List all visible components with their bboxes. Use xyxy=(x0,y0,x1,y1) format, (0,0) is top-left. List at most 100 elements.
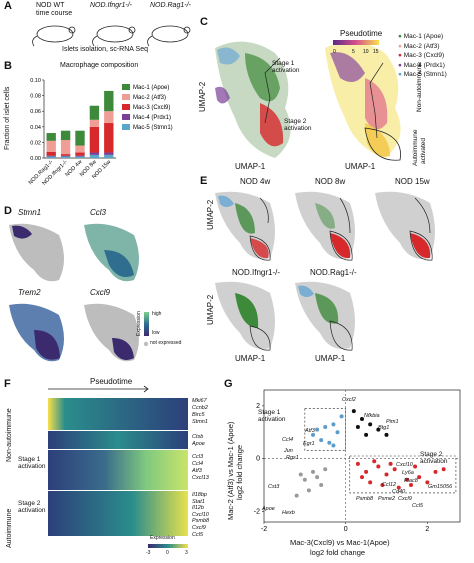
y-tick-label: 0.00 xyxy=(30,156,41,162)
panel-f-label: F xyxy=(4,378,11,390)
f-gene: Stat1 xyxy=(192,498,205,505)
scatter-point xyxy=(433,469,438,474)
x-tick-label: 0 xyxy=(344,526,348,533)
legend-label: Mac-4 (Prdx1) xyxy=(133,115,171,121)
bar-segment xyxy=(46,140,56,152)
scatter-point xyxy=(355,461,360,466)
pseudotime-title: Pseudotime xyxy=(340,29,383,38)
bar-segment xyxy=(89,126,100,153)
mouse3-label: NOD.Rag1-/- xyxy=(150,2,191,9)
scatter-point xyxy=(380,483,385,488)
process-label: Islets isolation, sc-RNA Seq xyxy=(62,46,148,53)
scatter-point xyxy=(360,417,364,422)
e-umap1-right: UMAP-1 xyxy=(315,354,346,363)
scatter-point xyxy=(311,432,315,437)
gene-cxcl9: Cxcl9 xyxy=(90,288,111,297)
y-tick-label: 0 xyxy=(256,456,260,463)
g-gene: Btg1 xyxy=(378,425,390,431)
stage2b-text: activation xyxy=(284,125,312,132)
stage2-annotation: Stage 2 activation xyxy=(284,118,311,132)
g-gene: Psme2 xyxy=(378,496,396,502)
scatter-point xyxy=(396,485,401,490)
g-gene: Ccl5 xyxy=(412,503,424,509)
mouse1-name: NOD WT xyxy=(36,2,65,9)
scatter-point xyxy=(351,409,356,414)
f-gene: Ccl3 xyxy=(192,454,204,460)
bar-segment xyxy=(46,155,56,157)
f-side-auto: Autoimmune xyxy=(6,508,13,548)
f-genes-2: Ctsb Apoe xyxy=(192,434,205,448)
legend-swatch xyxy=(122,114,130,120)
scatter-point xyxy=(355,424,360,429)
bar-segment xyxy=(60,155,71,157)
umap-pseudotime-plots: 0 5 10 15 xyxy=(215,40,401,161)
bar-segment xyxy=(104,111,114,123)
g-gene: Ccl4 xyxy=(282,437,294,443)
stage1-box xyxy=(304,408,346,452)
bar-segment xyxy=(104,154,114,158)
c-legend-item-2: ● Mac-2 (Atf3) xyxy=(398,42,440,50)
scatter-point xyxy=(441,467,446,472)
scatter-point xyxy=(404,477,409,482)
legend-label: Mac-1 (Apoe) xyxy=(133,85,169,91)
y-tick-label: 0.10 xyxy=(30,78,41,84)
g-gene: Cst3 xyxy=(268,484,280,490)
f-genes-4: Il18bp Stat1 Il12b Cxcl10 Psmb8 Cxcl9 Cc… xyxy=(192,492,209,538)
umap-timepoint-plots xyxy=(215,191,435,351)
scatter-point xyxy=(311,469,315,474)
f-stage2-text: Stage 2 xyxy=(18,500,41,507)
scatter-point xyxy=(315,475,320,480)
f-gene: Ccl4 xyxy=(192,461,204,467)
feature-plots xyxy=(9,223,149,362)
scatter-point xyxy=(413,464,418,469)
panel-a-label: A xyxy=(4,0,12,12)
f-gene: Mki67 xyxy=(192,398,207,404)
scatter-point xyxy=(417,475,422,480)
scatter-point xyxy=(323,424,328,429)
c-side-auto: Autoimmune xyxy=(412,129,419,167)
expr-high: high xyxy=(152,311,162,317)
g-stage2: Stage 2 activation xyxy=(420,451,447,465)
f-stage1-text: Stage 1 xyxy=(18,456,41,463)
expr-low: low xyxy=(152,330,160,336)
f-gene: Ccnb2 xyxy=(192,405,208,411)
g-gene: Atf3 xyxy=(305,428,315,434)
scatter-point xyxy=(315,427,320,432)
stage1-text: Stage 1 xyxy=(272,60,295,67)
g-stage2b-text: activation xyxy=(420,458,448,465)
y-tick-label: 0.06 xyxy=(30,109,41,115)
bar-segment xyxy=(60,154,71,156)
f-stage1b-text: activation xyxy=(18,463,46,470)
f-gene: Cxcl10 xyxy=(192,511,209,518)
stage2-box xyxy=(349,455,457,494)
scatter-point xyxy=(335,430,340,435)
panel-d-label: D xyxy=(4,205,12,217)
scatter-point xyxy=(339,414,344,419)
e-title-8w: NOD 8w xyxy=(315,177,346,186)
f-stage2b-text: activation xyxy=(18,507,46,514)
bar-segment xyxy=(60,156,71,158)
e-title-ifngr1: NOD.Ifngr1-/- xyxy=(232,268,281,277)
f-gene: Ctsb xyxy=(192,434,204,440)
c-legend-text-1: Mac-1 (Apoe) xyxy=(403,33,444,40)
volcano-scatter: -2 0 2 -2 0 2 xyxy=(254,389,461,533)
legend-swatch xyxy=(122,104,130,110)
svg-text:5: 5 xyxy=(352,49,355,55)
bar-segment xyxy=(75,130,85,146)
scatter-point xyxy=(327,440,332,445)
c-legend: ● Mac-1 (Apoe) ● Mac-2 (Atf3) ● Mac-3 (C… xyxy=(398,32,447,80)
scatter-point xyxy=(376,427,381,432)
scatter-point xyxy=(392,467,397,472)
scatter-point xyxy=(323,467,328,472)
svg-text:10: 10 xyxy=(363,49,369,55)
c-legend-text-2: Mac-2 (Atf3) xyxy=(403,42,440,50)
f-tick-zero: 0 xyxy=(166,550,169,556)
g-gene: Apoe xyxy=(262,506,275,512)
bar-segment xyxy=(75,156,85,158)
gene-trem2: Trem2 xyxy=(18,288,41,297)
g-ylabel1: Mac-2 (Atf3) vs Mac-1 (Apoe) xyxy=(226,421,235,520)
f-gene: Cxcl9 xyxy=(192,524,206,531)
expr-axis-label: Expression xyxy=(136,311,142,336)
pseudotime-heatmap xyxy=(48,385,188,548)
panel-c-label: C xyxy=(200,16,208,28)
